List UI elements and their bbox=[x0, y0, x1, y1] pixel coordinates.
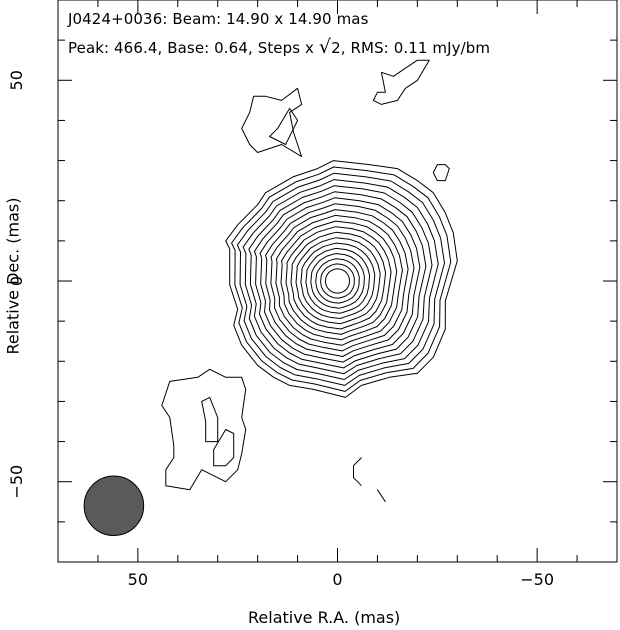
header-line-1: J0424+0036: Beam: 14.90 x 14.90 mas bbox=[68, 10, 369, 28]
peak-label: Peak: 466.4, Base: 0.64, Steps x bbox=[68, 39, 319, 57]
core-contour bbox=[285, 226, 392, 335]
core-contour bbox=[270, 209, 409, 352]
contour-lower-left-blob-outer bbox=[161, 368, 247, 491]
beam-layer bbox=[83, 475, 145, 537]
sqrt-symbol: √ bbox=[318, 36, 332, 58]
y-tick-label: 50 bbox=[7, 70, 26, 90]
y-tick-label: 0 bbox=[7, 276, 26, 286]
core-contour bbox=[265, 203, 415, 357]
core-contour bbox=[320, 263, 355, 299]
contour-lower-left-blob-inner-2 bbox=[213, 429, 235, 467]
contour-upper-left-blob-outer bbox=[241, 87, 303, 158]
contour-lower-left-blob-inner-1 bbox=[201, 396, 219, 443]
core-contour bbox=[275, 214, 403, 346]
core-contour bbox=[236, 172, 445, 386]
contour-lower-right-speck-2 bbox=[376, 489, 386, 503]
rms-label: , RMS: 0.11 mJy/bm bbox=[340, 39, 491, 57]
core-contour bbox=[254, 191, 427, 369]
core-contour bbox=[242, 179, 439, 380]
major-ticks bbox=[58, 0, 617, 562]
minor-ticks bbox=[58, 0, 617, 562]
core-contour bbox=[300, 242, 376, 319]
jet-components bbox=[161, 59, 458, 503]
contour-upper-left-blob-inner bbox=[269, 107, 299, 145]
core-contour bbox=[305, 247, 371, 314]
contour-core-outer bbox=[225, 160, 458, 398]
core-contour bbox=[248, 185, 433, 375]
x-axis-label: Relative R.A. (mas) bbox=[248, 608, 401, 627]
y-axis-label: Relative Dec. (mas) bbox=[3, 197, 23, 355]
y-tick-label: −50 bbox=[7, 465, 26, 499]
core-contour bbox=[315, 258, 360, 304]
core-contour bbox=[259, 197, 421, 363]
x-tick-label: 50 bbox=[128, 570, 148, 589]
core-contour bbox=[280, 220, 398, 341]
core-contours bbox=[231, 166, 452, 392]
contour-lower-right-speck-1 bbox=[353, 457, 362, 487]
core-contour bbox=[324, 268, 350, 294]
header-line-2: Peak: 466.4, Base: 0.64, Steps x √2, RMS… bbox=[68, 36, 490, 58]
x-tick-label: 0 bbox=[332, 570, 342, 589]
step-value: 2 bbox=[331, 39, 341, 57]
core-contour bbox=[295, 237, 381, 325]
core-contour bbox=[231, 166, 452, 392]
core-contour bbox=[290, 231, 387, 330]
x-tick-label: −50 bbox=[520, 570, 554, 589]
tick-labels: 50 0 −50 50 0 −50 bbox=[7, 70, 554, 589]
core-contour bbox=[310, 253, 365, 309]
beam-ellipse bbox=[83, 475, 145, 537]
contour-right-small-blob bbox=[432, 164, 450, 182]
contour-upper-right-blob bbox=[372, 59, 430, 105]
plot-frame bbox=[57, 0, 618, 563]
